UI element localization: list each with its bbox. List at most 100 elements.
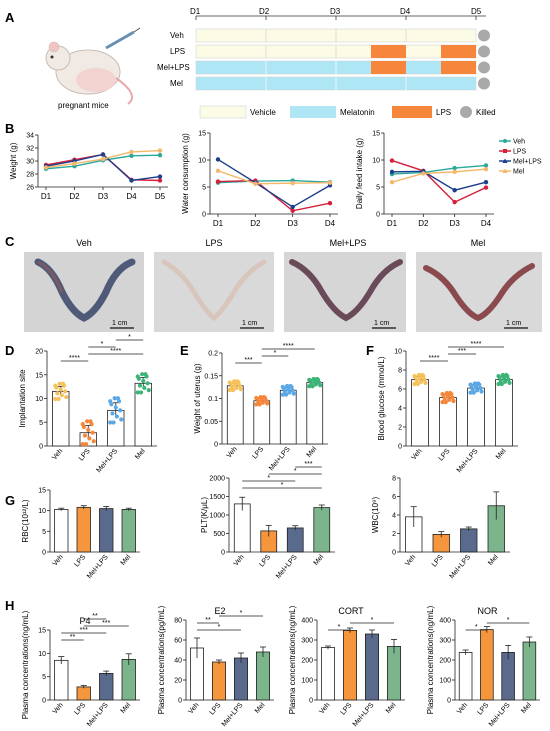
y-tick-label: 32 [26,146,34,153]
chart-title: CORT [338,606,364,616]
series-line [391,170,487,191]
data-point [285,383,290,389]
y-tick-label: 1500 [209,494,225,501]
data-point [157,174,163,179]
x-tick-label: Veh [456,702,469,716]
y-tick-label: 15 [35,372,43,379]
data-point [138,390,144,395]
data-point [290,181,295,186]
significance-label: * [294,468,297,475]
data-point [114,414,119,419]
data-point [227,380,232,385]
y-tick-label: 0 [392,550,396,557]
uterus-label: LPS [205,238,222,248]
data-point [452,188,457,193]
data-point [473,384,479,390]
data-point [86,427,91,432]
y-axis-label: Plasma concentrations(ng/mL) [288,605,297,714]
data-point [53,396,58,402]
significance-label: * [240,610,243,617]
data-point [483,179,489,185]
x-tick-label: LPS [251,446,265,461]
data-point [422,377,427,382]
data-point [468,390,473,395]
significance-label: * [101,341,104,348]
data-point [143,372,148,377]
data-point [64,394,69,400]
data-point [59,393,64,398]
data-point [63,389,68,394]
data-point [389,169,395,175]
data-point [452,199,457,205]
data-point [140,372,145,377]
bar [253,400,271,445]
y-tick-label: 60 [174,638,182,645]
data-point [452,165,457,171]
data-point [483,163,489,168]
y-tick-label: 1000 [209,513,225,520]
x-tick-label: Mel [120,701,133,714]
data-point [501,376,507,381]
data-point [100,156,106,162]
significance-label: **** [110,348,121,355]
data-point [238,386,243,392]
series-line [217,158,331,208]
x-tick-label: D2 [250,219,261,228]
y-tick-label: 10 [394,349,402,356]
y-tick-label: 0.2 [208,351,218,358]
timeline-row-mel: Mel [170,76,490,91]
y-tick-label: 5 [376,185,380,192]
data-point [423,380,428,386]
bar [54,659,69,701]
significance-label: * [128,334,131,341]
data-point [440,392,445,397]
data-point [215,168,221,173]
data-point [290,208,295,213]
y-tick-label: 15 [198,131,206,138]
x-tick-label: D1 [387,219,398,228]
y-tick-label: 20 [174,678,182,685]
y-tick-label: 0.15 [204,373,218,380]
bar [495,379,513,447]
bar [342,630,357,701]
data-point [286,387,291,392]
significance-label: *** [304,461,312,468]
x-tick-label: Veh [51,448,64,462]
y-tick-label: 10 [35,396,43,403]
x-tick-label: LPS [78,448,92,463]
x-tick-label: D3 [288,219,299,228]
data-point [504,372,509,378]
y-tick-label: 400 [301,618,313,625]
data-point [108,399,113,404]
data-point [91,439,96,444]
y-tick-label: 300 [439,638,451,645]
pregnant-mouse-illustration [45,27,141,105]
data-point [55,391,60,396]
scale-bar-label: 1 cm [242,320,257,327]
y-axis-label: Implantation site [18,369,27,428]
data-point [115,396,121,401]
bar [522,641,537,701]
significance-label: ** [205,617,211,624]
y-tick-label: 0 [376,212,380,219]
x-tick-label: Veh [404,554,417,568]
y-axis-label: Plasma concentrations(pg/mL) [157,605,166,714]
significance-label: * [218,624,221,631]
series-line [391,164,487,175]
data-point [416,372,421,378]
data-point [141,378,146,384]
timeline-days: D1 D2 D3 D4 D5 [190,7,486,20]
x-tick-label: Mel+LPS [268,446,292,473]
x-tick-label: LPS [209,702,223,717]
y-tick-label: 80 [174,618,182,625]
data-point [314,376,320,382]
y-tick-label: 0 [42,698,46,705]
data-point [254,395,259,401]
data-point [43,165,49,170]
bar [386,646,401,701]
data-point [235,379,240,384]
data-point [452,169,457,175]
data-point [129,153,134,158]
timeline-row-mel-lps: Mel+LPS [157,60,490,75]
data-point [135,390,140,395]
